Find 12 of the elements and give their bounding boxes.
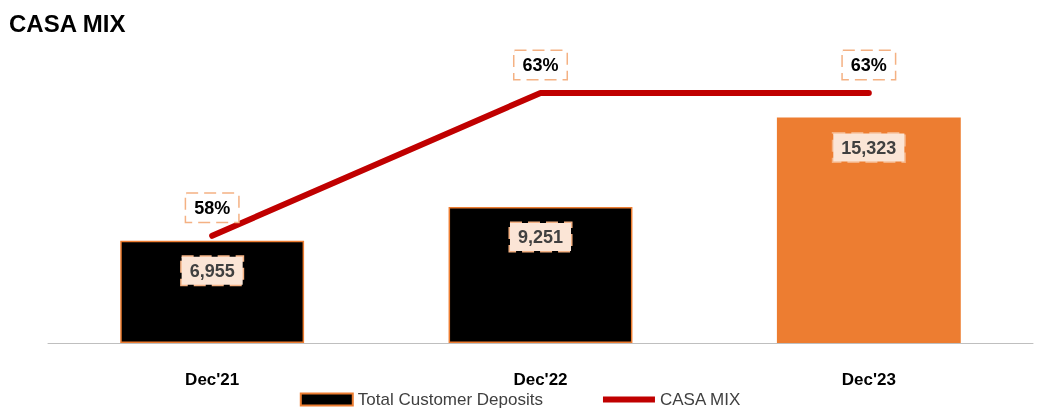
data-label: 6,955 xyxy=(189,260,235,281)
x-tick-label: Dec'22 xyxy=(513,370,568,389)
legend-label: Total Customer Deposits xyxy=(357,390,543,409)
data-label: 9,251 xyxy=(517,226,564,247)
data-label: 63% xyxy=(522,54,559,75)
data-label: 63% xyxy=(850,54,887,75)
data-label: 15,323 xyxy=(841,137,897,158)
x-tick-label: Dec'21 xyxy=(185,370,240,389)
chart-title: CASA MIX xyxy=(9,9,126,37)
legend-label: CASA MIX xyxy=(659,390,741,409)
data-label: 58% xyxy=(194,197,231,218)
x-tick-label: Dec'23 xyxy=(841,370,896,389)
